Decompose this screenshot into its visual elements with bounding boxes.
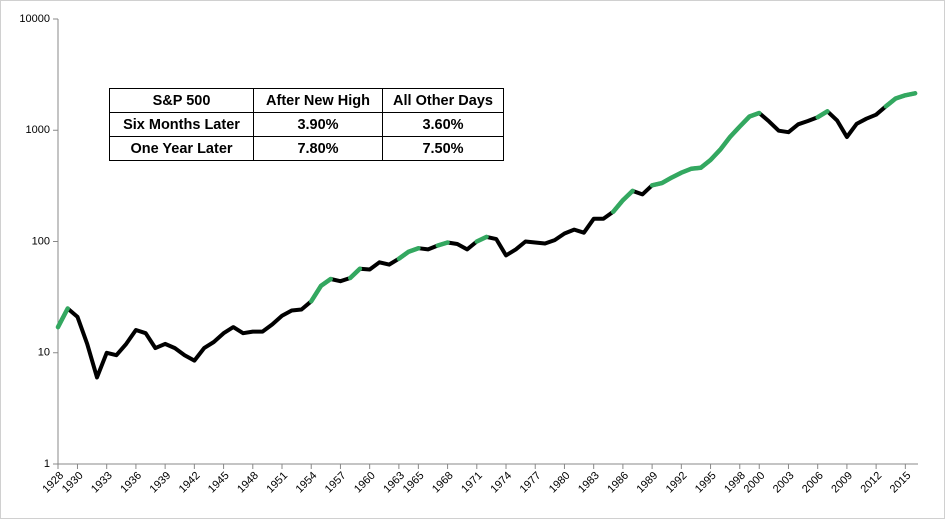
x-tick-label: 2009 <box>829 470 855 496</box>
x-tick-label: 1971 <box>459 470 485 496</box>
table-cell: 3.60% <box>382 112 504 137</box>
y-tick-label: 1000 <box>26 124 50 136</box>
x-tick-label: 1939 <box>148 470 174 496</box>
table-row: One Year Later 7.80% 7.50% <box>109 136 504 161</box>
x-tick-label: 1977 <box>518 470 544 496</box>
table-cell: 7.80% <box>253 136 383 161</box>
y-tick-label: 1 <box>44 458 50 470</box>
x-tick-label: 1933 <box>89 470 115 496</box>
x-tick-label: 2012 <box>858 470 884 496</box>
x-tick-label: 1928 <box>40 470 66 496</box>
x-tick-label: 1942 <box>177 470 203 496</box>
x-tick-label: 2015 <box>888 470 914 496</box>
x-tick-label: 1954 <box>294 470 320 496</box>
x-tick-label: 2006 <box>800 470 826 496</box>
y-tick-label: 10 <box>38 347 50 359</box>
x-tick-label: 1960 <box>352 470 378 496</box>
table-row: S&P 500 After New High All Other Days <box>109 88 504 113</box>
x-tick-label: 1974 <box>488 470 514 496</box>
table-cell: 3.90% <box>253 112 383 137</box>
x-tick-label: 1965 <box>401 470 427 496</box>
table-cell: S&P 500 <box>109 88 254 113</box>
x-tick-label: 1986 <box>605 470 631 496</box>
x-tick-label: 1983 <box>576 470 602 496</box>
y-tick-label: 100 <box>32 235 50 247</box>
table-cell: Six Months Later <box>109 112 254 137</box>
table-cell: One Year Later <box>109 136 254 161</box>
x-tick-label: 1963 <box>381 470 407 496</box>
x-tick-label: 2000 <box>742 470 768 496</box>
table-cell: After New High <box>253 88 383 113</box>
x-tick-label: 1968 <box>430 470 456 496</box>
summary-table: S&P 500 After New High All Other Days Six M… <box>109 88 504 161</box>
x-tick-label: 1936 <box>118 470 144 496</box>
y-tick-label: 10000 <box>19 13 50 25</box>
table-cell: 7.50% <box>382 136 504 161</box>
x-tick-label: 1951 <box>264 470 290 496</box>
series-line <box>55 91 918 330</box>
x-tick-label: 1945 <box>206 470 232 496</box>
x-tick-label: 1998 <box>722 470 748 496</box>
x-tick-label: 1992 <box>664 470 690 496</box>
table-row: Six Months Later 3.90% 3.60% <box>109 112 504 137</box>
x-tick-label: 1995 <box>693 470 719 496</box>
x-tick-label: 1980 <box>547 470 573 496</box>
x-tick-label: 1930 <box>60 470 86 496</box>
table-cell: All Other Days <box>382 88 504 113</box>
x-tick-label: 1989 <box>634 470 660 496</box>
x-tick-label: 2003 <box>771 470 797 496</box>
x-tick-label: 1948 <box>235 470 261 496</box>
x-tick-label: 1957 <box>323 470 349 496</box>
